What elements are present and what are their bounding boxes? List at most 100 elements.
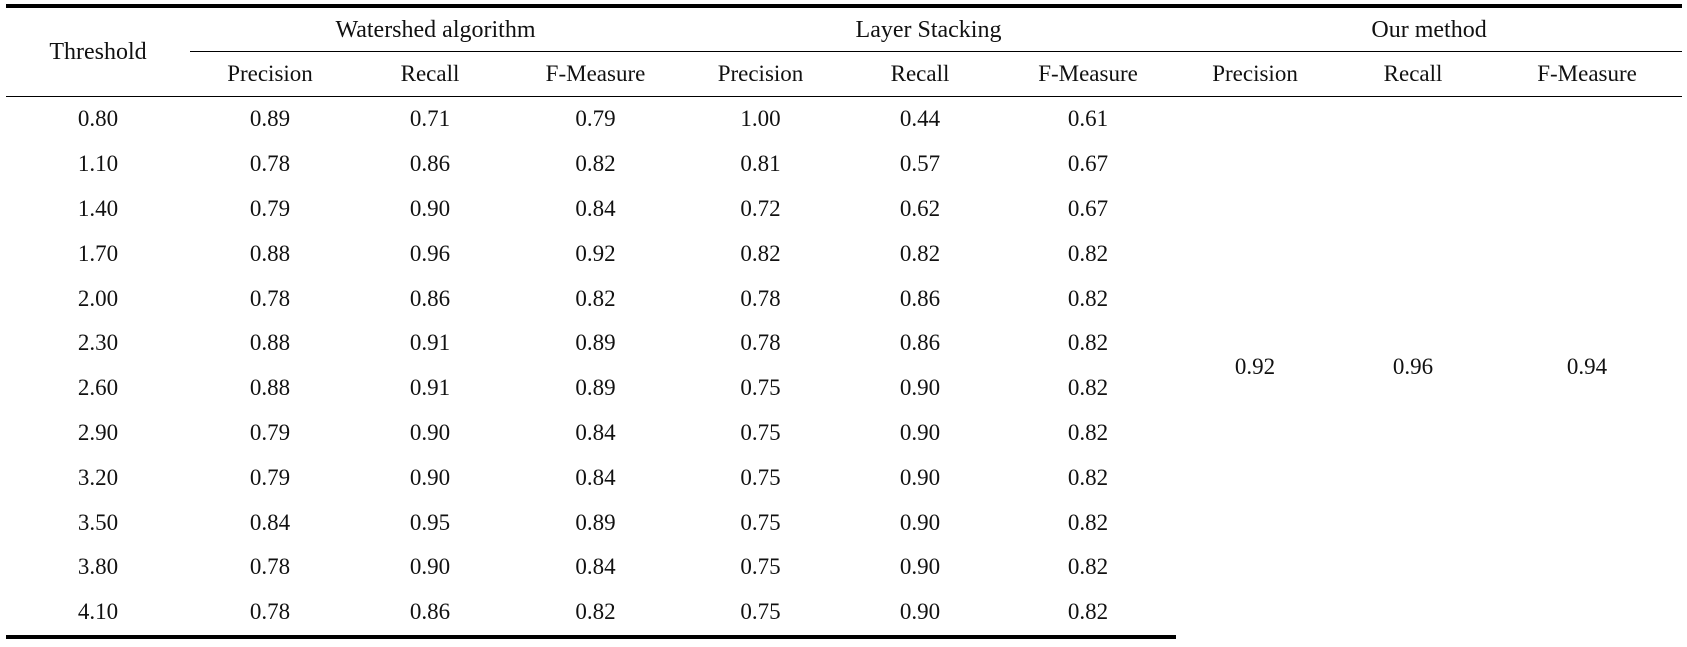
layer-stacking-value-cell: 1.00 (740, 106, 781, 132)
group-header-layer-stacking: Layer Stacking (681, 4, 1177, 54)
layer-stacking-value-cell: 0.90 (899, 554, 941, 580)
threshold-cell: 4.10 (6, 589, 190, 639)
table-row: 3.50 0.84 0.95 0.89 0.75 0.90 0.82 (6, 500, 1682, 545)
table-row: 4.10 0.78 0.86 0.82 0.75 0.90 0.82 (6, 589, 1682, 639)
table-row: 1.40 0.79 0.90 0.84 0.72 0.62 0.67 (6, 187, 1682, 232)
group-header-watershed: Watershed algorithm (190, 4, 681, 54)
watershed-value-cell: 0.78 (249, 554, 291, 580)
threshold-cell: 1.40 (77, 195, 119, 221)
layer-stacking-value-cell: 0.82 (1067, 240, 1109, 266)
threshold-header: Threshold (6, 4, 190, 97)
watershed-value-cell: 0.90 (409, 419, 451, 445)
watershed-value-cell: 0.96 (409, 240, 451, 266)
watershed-value-cell: 0.84 (249, 509, 291, 535)
threshold-cell: 0.80 (77, 106, 119, 132)
layer-stacking-value-cell: 0.81 (740, 151, 781, 177)
layer-stacking-value-cell: 0.82 (1067, 285, 1109, 311)
subheader-cell: F-Measure (510, 52, 681, 97)
table-row: 1.70 0.88 0.96 0.92 0.82 0.82 0.82 (6, 231, 1682, 276)
layer-stacking-value-cell: 0.82 (740, 240, 781, 266)
layer-stacking-value-cell: 0.72 (740, 195, 781, 221)
layer-stacking-value-cell: 0.90 (899, 375, 941, 401)
subheader-cell: Recall (350, 52, 510, 97)
table-row: 0.80 0.89 0.71 0.79 1.00 0.44 0.61 0.92 0.96 0.94 (6, 97, 1682, 378)
subheader-cell: F-Measure (1000, 52, 1177, 97)
subheader-cell: Precision (681, 52, 840, 97)
our-method-value-cell: 0.96 (1392, 353, 1434, 379)
watershed-value-cell: 0.89 (575, 375, 616, 401)
watershed-value-cell: 0.89 (249, 106, 291, 132)
table-row: 3.20 0.79 0.90 0.84 0.75 0.90 0.82 (6, 455, 1682, 500)
results-table-wrapper: Threshold Watershed algorithm Layer Stac… (6, 4, 1683, 639)
watershed-value-cell: 0.84 (575, 195, 616, 221)
watershed-value-cell: 0.88 (249, 330, 291, 356)
watershed-value-cell: 0.86 (409, 285, 451, 311)
watershed-value-cell: 0.82 (575, 151, 616, 177)
threshold-cell: 1.70 (77, 240, 119, 266)
watershed-value-cell: 0.79 (249, 195, 291, 221)
watershed-value-cell: 0.84 (575, 464, 616, 490)
group-header-our-method: Our method (1176, 4, 1683, 54)
threshold-cell: 2.60 (77, 375, 119, 401)
watershed-value-cell: 0.79 (249, 464, 291, 490)
watershed-value-cell: 0.78 (249, 151, 291, 177)
layer-stacking-value-cell: 0.75 (740, 509, 781, 535)
watershed-value-cell: 0.84 (575, 419, 616, 445)
layer-stacking-value-cell: 0.82 (1067, 375, 1109, 401)
table-body: 0.80 0.89 0.71 0.79 1.00 0.44 0.61 0.92 0.96 0.94… (6, 97, 1682, 639)
layer-stacking-value-cell: 0.57 (899, 151, 941, 177)
layer-stacking-value-cell: 0.82 (1067, 419, 1109, 445)
layer-stacking-value-cell: 0.67 (1067, 151, 1109, 177)
layer-stacking-value-cell: 0.82 (1067, 509, 1109, 535)
layer-stacking-value-cell: 0.62 (899, 195, 941, 221)
layer-stacking-value-cell: 0.75 (740, 375, 781, 401)
layer-stacking-value-cell: 0.78 (740, 330, 781, 356)
table-row: 1.10 0.78 0.86 0.82 0.81 0.57 0.67 (6, 142, 1682, 187)
threshold-cell: 3.50 (77, 509, 119, 535)
threshold-cell: 2.00 (77, 285, 119, 311)
watershed-value-cell: 0.79 (249, 419, 291, 445)
subheader-cell: Precision (190, 52, 350, 97)
layer-stacking-value-cell: 0.61 (1067, 106, 1109, 132)
threshold-cell: 2.30 (77, 330, 119, 356)
our-method-value-cell: 0.92 (1234, 353, 1276, 379)
subheader-cell: Precision (1176, 52, 1335, 97)
layer-stacking-value-cell: 0.82 (1067, 554, 1109, 580)
layer-stacking-value-cell: 0.82 (899, 240, 941, 266)
layer-stacking-value-cell: 0.75 (740, 419, 781, 445)
layer-stacking-value-cell: 0.82 (1067, 464, 1109, 490)
watershed-value-cell: 0.90 (409, 464, 451, 490)
watershed-value-cell: 0.84 (575, 554, 616, 580)
results-table: Threshold Watershed algorithm Layer Stac… (6, 4, 1683, 639)
table-row: 2.90 0.79 0.90 0.84 0.75 0.90 0.82 (6, 411, 1682, 456)
watershed-value-cell: 0.86 (350, 589, 510, 639)
layer-stacking-value-cell: 0.67 (1067, 195, 1109, 221)
layer-stacking-value-cell: 0.44 (899, 106, 941, 132)
layer-stacking-value-cell: 0.86 (899, 285, 941, 311)
watershed-value-cell: 0.88 (249, 375, 291, 401)
watershed-value-cell: 0.89 (575, 330, 616, 356)
layer-stacking-value-cell: 0.90 (899, 464, 941, 490)
threshold-cell: 3.20 (77, 464, 119, 490)
layer-stacking-value-cell: 0.90 (899, 509, 941, 535)
layer-stacking-value-cell: 0.82 (1067, 330, 1109, 356)
watershed-value-cell: 0.90 (409, 554, 451, 580)
layer-stacking-value-cell: 0.82 (1000, 589, 1177, 639)
threshold-cell: 3.80 (77, 554, 119, 580)
watershed-value-cell: 0.86 (409, 151, 451, 177)
watershed-value-cell: 0.88 (249, 240, 291, 266)
watershed-value-cell: 0.89 (575, 509, 616, 535)
table-header: Threshold Watershed algorithm Layer Stac… (6, 4, 1683, 97)
threshold-cell: 2.90 (77, 419, 119, 445)
layer-stacking-value-cell: 0.75 (740, 464, 781, 490)
watershed-value-cell: 0.90 (409, 195, 451, 221)
layer-stacking-value-cell: 0.90 (840, 589, 1000, 639)
layer-stacking-value-cell: 0.75 (681, 589, 840, 639)
watershed-value-cell: 0.91 (409, 375, 451, 401)
table-row: 3.80 0.78 0.90 0.84 0.75 0.90 0.82 (6, 545, 1682, 590)
watershed-value-cell: 0.95 (409, 509, 451, 535)
layer-stacking-value-cell: 0.75 (740, 554, 781, 580)
watershed-value-cell: 0.92 (575, 240, 616, 266)
watershed-value-cell: 0.78 (190, 589, 350, 639)
watershed-value-cell: 0.82 (575, 285, 616, 311)
